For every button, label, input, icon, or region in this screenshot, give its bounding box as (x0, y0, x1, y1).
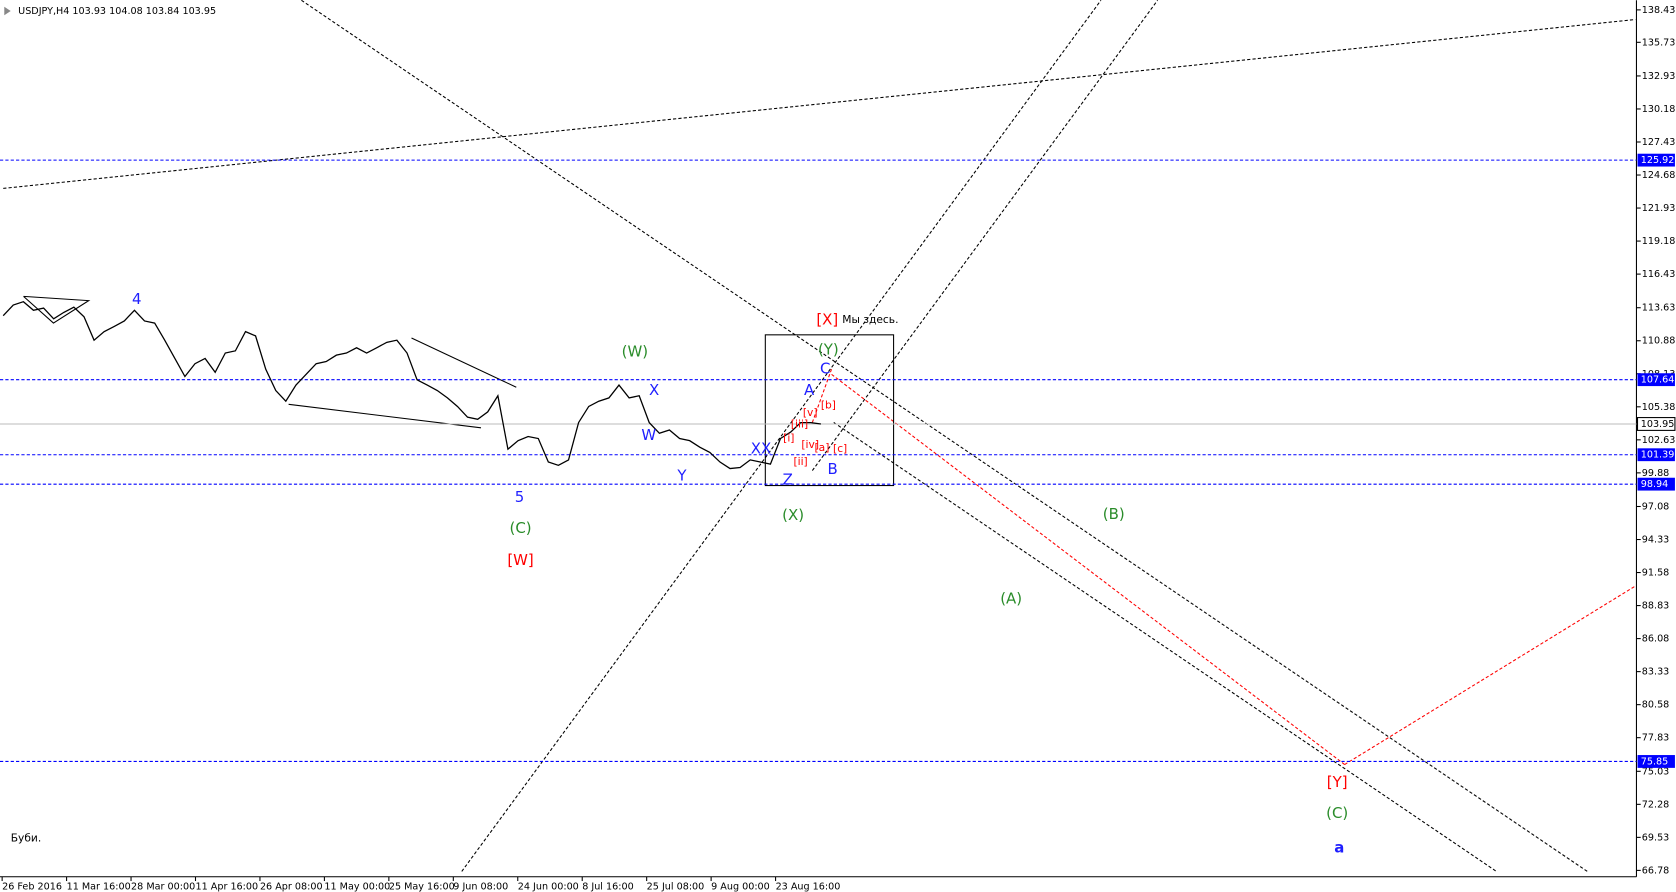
y-tick-label: 66.78 (1642, 865, 1670, 876)
wave-label: (W) (622, 342, 648, 360)
wave-label: Буби. (11, 831, 42, 844)
price-label: 103.95 (1641, 419, 1675, 430)
x-tick-label: 11 May 00:00 (324, 881, 390, 892)
y-tick-label: 110.88 (1642, 336, 1676, 347)
y-tick-label: 72.28 (1642, 799, 1670, 810)
y-tick-label: 138.43 (1642, 5, 1676, 16)
wave-label: (C) (509, 519, 531, 537)
y-tick-label: 88.83 (1642, 601, 1670, 612)
y-tick-label: 124.68 (1642, 170, 1676, 181)
x-tick-label: 24 Jun 00:00 (518, 881, 579, 892)
y-tick-label: 69.53 (1642, 832, 1670, 843)
wave-label: [v] (803, 406, 818, 419)
y-tick-label: 116.43 (1642, 269, 1676, 280)
y-tick-label: 102.63 (1642, 435, 1676, 446)
y-tick-label: 130.18 (1642, 104, 1676, 115)
level-label: 125.92 (1641, 155, 1675, 166)
y-tick-label: 135.73 (1642, 37, 1676, 48)
wave-label: C (820, 360, 830, 378)
y-tick-label: 119.18 (1642, 236, 1676, 247)
x-tick-label: 11 Apr 16:00 (195, 881, 258, 892)
level-label: 98.94 (1641, 479, 1669, 490)
wave-label: [Y] (1327, 773, 1348, 791)
y-tick-label: 132.93 (1642, 71, 1676, 82)
level-label: 75.85 (1641, 756, 1669, 767)
x-tick-label: 23 Aug 16:00 (776, 881, 841, 892)
y-tick-label: 127.43 (1642, 137, 1676, 148)
x-tick-label: 28 Mar 00:00 (131, 881, 195, 892)
price-label-box (1636, 417, 1676, 431)
chart-title: USDJPY,H4 103.93 104.08 103.84 103.95 (18, 6, 216, 17)
x-tick-label: 9 Aug 00:00 (711, 881, 770, 892)
y-tick-label: 121.93 (1642, 203, 1676, 214)
wave-label: [iii] (791, 418, 808, 431)
x-tick-label: 8 Jul 16:00 (582, 881, 634, 892)
level-label-box (1637, 477, 1675, 491)
x-tick-label: 26 Apr 08:00 (260, 881, 323, 892)
wave-label: (C) (1326, 804, 1348, 822)
wave-label: [c] (833, 442, 847, 455)
wave-label: (Y) (818, 340, 839, 358)
wave-label: a (1334, 838, 1344, 856)
wave-label: [X] (816, 310, 838, 328)
y-tick-label: 86.08 (1642, 634, 1670, 645)
x-tick-label: 25 May 16:00 (389, 881, 455, 892)
y-tick-label: 94.33 (1642, 535, 1670, 546)
wave-label: [iv] (801, 438, 819, 451)
wave-label: (A) (1000, 589, 1022, 607)
trend-lines (0, 0, 1637, 878)
level-label-box (1637, 755, 1675, 768)
level-label-box (1637, 153, 1675, 167)
x-tick-label: 9 Jun 08:00 (453, 881, 508, 892)
wave-label: Мы здесь. (842, 313, 898, 326)
wave-label: XX (751, 440, 772, 458)
y-tick-label: 75.03 (1642, 766, 1670, 777)
wave-label: [i] (783, 432, 794, 445)
x-tick-label: 26 Feb 2016 (2, 881, 62, 892)
wave-label: B (828, 460, 838, 478)
wave-label: 4 (132, 290, 142, 308)
y-tick-label: 105.38 (1642, 402, 1676, 413)
x-tick-label: 11 Mar 16:00 (67, 881, 131, 892)
wave-label: [ii] (793, 455, 807, 468)
y-tick-label: 77.83 (1642, 733, 1670, 744)
wave-label: X (649, 381, 659, 399)
wave-label: Z (783, 471, 793, 489)
level-label-box (1637, 373, 1675, 387)
y-tick-label: 99.88 (1642, 468, 1670, 479)
level-label-box (1637, 448, 1675, 462)
level-label: 101.39 (1641, 450, 1675, 461)
y-tick-label: 80.58 (1642, 700, 1670, 711)
wave-label: [a] (815, 441, 830, 454)
y-tick-label: 113.63 (1642, 303, 1676, 314)
wave-label: 5 (515, 488, 525, 506)
wave-label: [b] (821, 398, 836, 411)
x-tick-label: 25 Jul 08:00 (647, 881, 705, 892)
y-tick-label: 91.58 (1642, 568, 1670, 579)
wave-label: [W] (507, 551, 533, 569)
wave-label: A (804, 381, 815, 399)
wave-label: Y (676, 466, 687, 484)
wave-label: (B) (1103, 505, 1125, 523)
level-label: 107.64 (1641, 375, 1675, 386)
wave-label: (X) (782, 506, 804, 524)
y-tick-label: 97.08 (1642, 501, 1670, 512)
price-line (2, 300, 821, 470)
wave-label: W (641, 426, 656, 444)
y-tick-label: 83.33 (1642, 667, 1670, 678)
